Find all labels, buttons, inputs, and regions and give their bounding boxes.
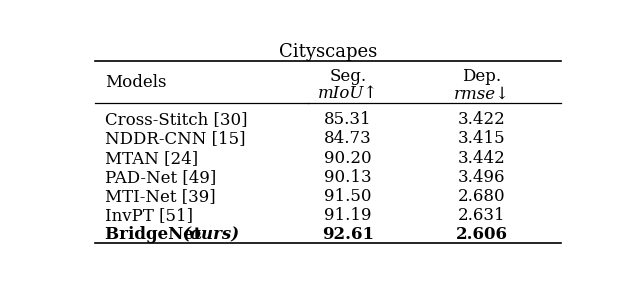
Text: MTI-Net [39]: MTI-Net [39]: [105, 188, 216, 205]
Text: 3.415: 3.415: [458, 130, 506, 147]
Text: Models: Models: [105, 74, 166, 91]
Text: NDDR-CNN [15]: NDDR-CNN [15]: [105, 130, 245, 147]
Text: Dep.: Dep.: [462, 68, 501, 85]
Text: PAD-Net [49]: PAD-Net [49]: [105, 169, 216, 186]
Text: mIoU↑: mIoU↑: [317, 85, 378, 102]
Text: 2.606: 2.606: [456, 226, 508, 243]
Text: 3.496: 3.496: [458, 169, 506, 186]
Text: 91.19: 91.19: [324, 207, 372, 224]
Text: 91.50: 91.50: [324, 188, 372, 205]
Text: 90.20: 90.20: [324, 150, 372, 167]
Text: Cross-Stitch [30]: Cross-Stitch [30]: [105, 111, 247, 128]
Text: Seg.: Seg.: [329, 68, 367, 85]
Text: 2.680: 2.680: [458, 188, 506, 205]
Text: (ours): (ours): [183, 226, 240, 243]
Text: Cityscapes: Cityscapes: [279, 43, 377, 61]
Text: MTAN [24]: MTAN [24]: [105, 150, 198, 167]
Text: 85.31: 85.31: [324, 111, 372, 128]
Text: 90.13: 90.13: [324, 169, 372, 186]
Text: 3.442: 3.442: [458, 150, 506, 167]
Text: 2.631: 2.631: [458, 207, 506, 224]
Text: 92.61: 92.61: [322, 226, 374, 243]
Text: 84.73: 84.73: [324, 130, 372, 147]
Text: 3.422: 3.422: [458, 111, 506, 128]
Text: InvPT [51]: InvPT [51]: [105, 207, 193, 224]
Text: BridgeNet: BridgeNet: [105, 226, 207, 243]
Text: rmse↓: rmse↓: [454, 85, 510, 102]
